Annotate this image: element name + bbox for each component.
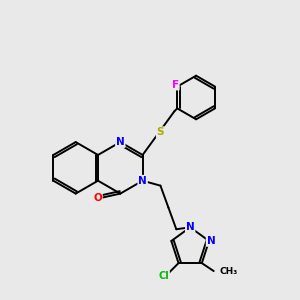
Text: Cl: Cl [158, 271, 169, 281]
Text: N: N [186, 222, 194, 232]
Text: F: F [172, 80, 179, 90]
Text: N: N [207, 236, 215, 246]
Text: N: N [116, 137, 125, 147]
Text: S: S [157, 127, 164, 137]
Text: O: O [93, 193, 102, 202]
Text: N: N [138, 176, 147, 186]
Text: CH₃: CH₃ [220, 266, 238, 275]
